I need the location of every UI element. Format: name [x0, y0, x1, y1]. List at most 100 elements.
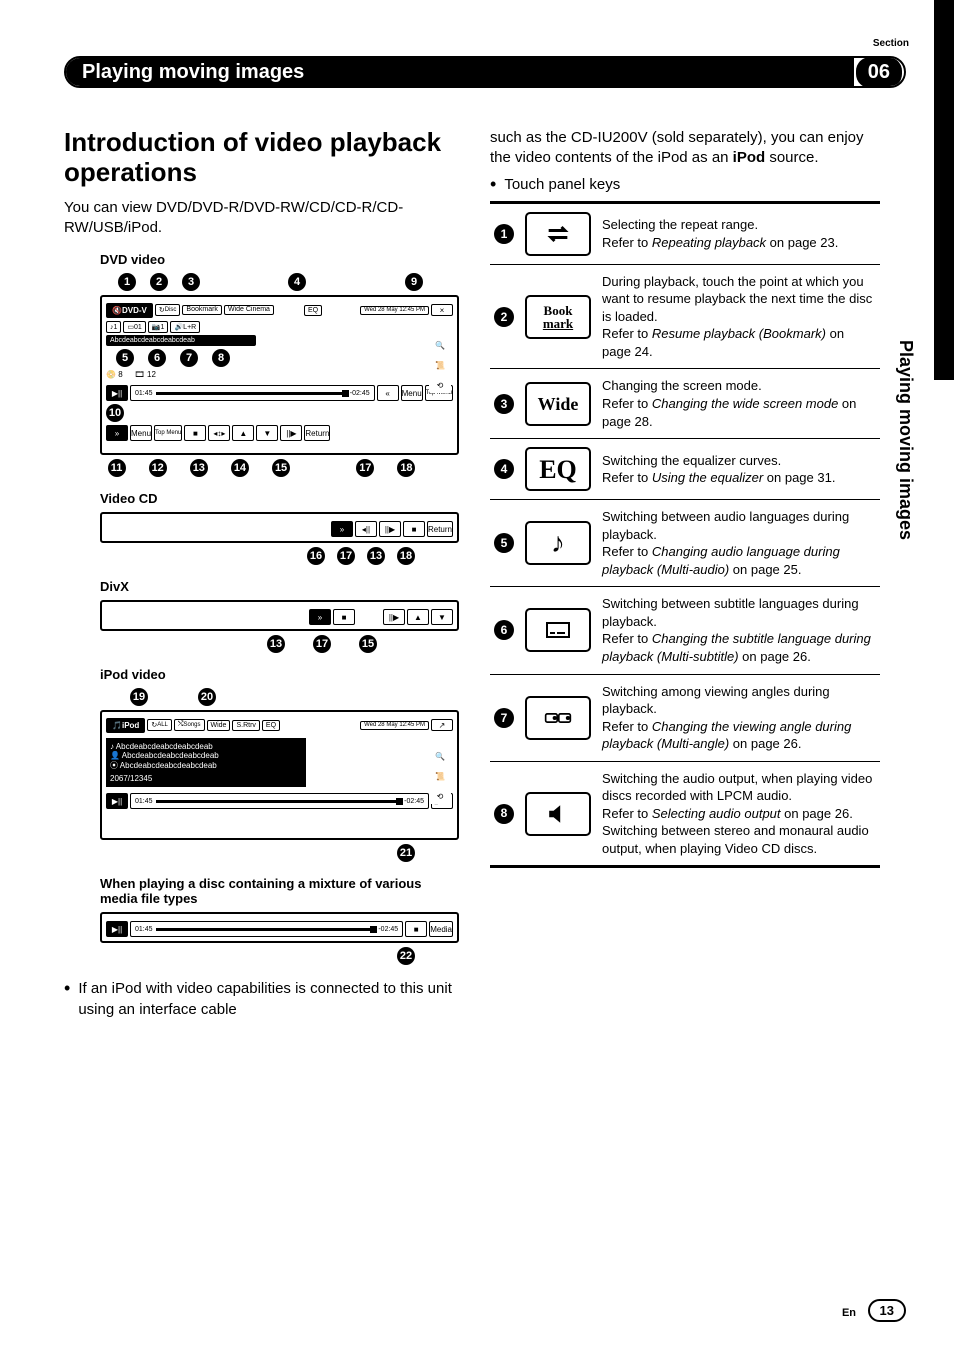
- bullet-icon: •: [64, 979, 70, 1020]
- intro-heading: Introduction of video playback operation…: [64, 128, 459, 188]
- up-button[interactable]: ▲: [232, 425, 254, 441]
- ipod-scroll-icon[interactable]: 📜: [429, 768, 451, 784]
- key-icon[interactable]: Bookmark: [518, 264, 598, 369]
- key-row: 1Selecting the repeat range.Refer to Rep…: [490, 202, 880, 264]
- mixture-label: When playing a disc containing a mixture…: [100, 876, 459, 906]
- chip-disc[interactable]: ↻Disc: [155, 304, 181, 316]
- callout-11: 11: [108, 459, 126, 477]
- ipod-datetime: Wed 28 May 12:45 PM: [360, 721, 429, 730]
- ipod-eq[interactable]: EQ: [262, 720, 280, 731]
- key-desc: Switching the equalizer curves.Refer to …: [598, 439, 880, 500]
- progress-bar[interactable]: 01:45-02:45: [130, 385, 375, 401]
- key-icon[interactable]: ♪: [518, 500, 598, 587]
- ipod-line2: 👤 Abcdeabcdeabcdeabcdeab: [110, 751, 302, 760]
- chip-bookmark[interactable]: Bookmark: [182, 305, 222, 315]
- reload-icon[interactable]: ⟲: [429, 377, 451, 393]
- ipod-back[interactable]: ↗: [431, 719, 453, 731]
- divx-screen: » ■ ||▶ ▲ ▼: [100, 600, 459, 631]
- callout-v18: 18: [397, 547, 415, 565]
- ipod-srtrv[interactable]: S.Rtrv: [232, 720, 259, 731]
- callout-4: 4: [288, 273, 306, 291]
- bullet-icon: •: [490, 175, 496, 195]
- expand-button[interactable]: »: [106, 425, 128, 441]
- divx-expand[interactable]: »: [309, 609, 331, 625]
- key-icon[interactable]: EQ: [518, 439, 598, 500]
- scroll-icon[interactable]: 📜: [429, 357, 451, 373]
- divx-down[interactable]: ▼: [431, 609, 453, 625]
- callout-d13: 13: [267, 635, 285, 653]
- stop-button[interactable]: ■: [184, 425, 206, 441]
- topmenu2-button[interactable]: Top Menu: [154, 425, 182, 441]
- ipod-playpause[interactable]: ▶||: [106, 793, 128, 809]
- divx-stop[interactable]: ■: [333, 609, 355, 625]
- callout-d15: 15: [359, 635, 377, 653]
- key-icon[interactable]: [518, 674, 598, 761]
- key-desc: Switching the audio output, when playing…: [598, 761, 880, 867]
- search-icon[interactable]: 🔍: [429, 337, 451, 353]
- vcd-stop[interactable]: ■: [403, 521, 425, 537]
- key-icon[interactable]: Wide: [518, 369, 598, 439]
- key-desc: Switching between subtitle languages dur…: [598, 587, 880, 674]
- ipod-all[interactable]: ↻ALL: [147, 719, 172, 731]
- touch-panel-keys-label: Touch panel keys: [504, 175, 620, 195]
- callout-17: 17: [356, 459, 374, 477]
- vcd-slow[interactable]: ||▶: [379, 521, 401, 537]
- key-icon[interactable]: [518, 761, 598, 867]
- down-button[interactable]: ▼: [256, 425, 278, 441]
- return-button[interactable]: Return: [304, 425, 330, 441]
- callout-5: 5: [116, 349, 134, 367]
- key-icon[interactable]: [518, 202, 598, 264]
- chip-wide[interactable]: Wide Cinema: [224, 305, 274, 315]
- callout-1: 1: [118, 273, 136, 291]
- callout-10: 10: [106, 404, 124, 422]
- key-table: 1Selecting the repeat range.Refer to Rep…: [490, 201, 880, 869]
- menu-button[interactable]: Menu: [401, 385, 423, 401]
- callout-2: 2: [150, 273, 168, 291]
- src-badge: 🔇 DVD-V: [106, 303, 153, 318]
- mix-stop[interactable]: ■: [405, 921, 427, 937]
- mix-playpause[interactable]: ▶||: [106, 921, 128, 937]
- key-desc: Changing the screen mode.Refer to Changi…: [598, 369, 880, 439]
- menu2-button[interactable]: Menu: [130, 425, 152, 441]
- title-count: 📀 8: [106, 370, 123, 379]
- videocd-screen: » ◂|| ||▶ ■ Return: [100, 512, 459, 543]
- ipod-shuffle[interactable]: ⤭Songs: [174, 719, 205, 731]
- ipod-search-icon[interactable]: 🔍: [429, 748, 451, 764]
- vcd-expand[interactable]: »: [331, 521, 353, 537]
- mix-progress[interactable]: 01:45-02:45: [130, 921, 403, 937]
- callout-22: 22: [397, 947, 415, 965]
- close-icon[interactable]: ×: [431, 304, 453, 316]
- rewind-button[interactable]: «: [377, 385, 399, 401]
- chip-eq[interactable]: EQ: [304, 305, 322, 316]
- key-desc: Switching among viewing angles during pl…: [598, 674, 880, 761]
- callout-15: 15: [272, 459, 290, 477]
- ipod-screen: 🎵 iPod ↻ALL ⤭Songs Wide S.Rtrv EQ Wed 28…: [100, 710, 459, 840]
- divx-slow[interactable]: ||▶: [383, 609, 405, 625]
- videocd-label: Video CD: [100, 491, 459, 506]
- callout-13: 13: [190, 459, 208, 477]
- ipod-line1: ♪ Abcdeabcdeabcdeabcdeab: [110, 742, 302, 751]
- callout-19: 19: [130, 688, 148, 706]
- mix-media[interactable]: Media: [429, 921, 453, 937]
- key-num: 2: [494, 307, 514, 327]
- key-icon[interactable]: [518, 587, 598, 674]
- key-row: 2BookmarkDuring playback, touch the poin…: [490, 264, 880, 369]
- arrows-button[interactable]: ◂↕▸: [208, 425, 230, 441]
- key-desc: Switching between audio languages during…: [598, 500, 880, 587]
- ipod-reload-icon[interactable]: ⟲: [429, 788, 451, 804]
- key-row: 6Switching between subtitle languages du…: [490, 587, 880, 674]
- key-num: 4: [494, 459, 514, 479]
- callout-14: 14: [231, 459, 249, 477]
- ipod-wide[interactable]: Wide: [207, 720, 231, 731]
- vcd-prev[interactable]: ◂||: [355, 521, 377, 537]
- divx-up[interactable]: ▲: [407, 609, 429, 625]
- vcd-return[interactable]: Return: [427, 521, 453, 537]
- key-row: 7Switching among viewing angles during p…: [490, 674, 880, 761]
- ipod-progress[interactable]: 01:45-02:45: [130, 793, 429, 809]
- ipod-counter: 2067/12345: [110, 774, 302, 783]
- callout-8: 8: [212, 349, 230, 367]
- slow-button[interactable]: ||▶: [280, 425, 302, 441]
- intro-body: You can view DVD/DVD-R/DVD-RW/CD/CD-R/CD…: [64, 198, 459, 239]
- play-pause-button[interactable]: ▶||: [106, 385, 128, 401]
- chapter-title: Playing moving images: [66, 57, 854, 88]
